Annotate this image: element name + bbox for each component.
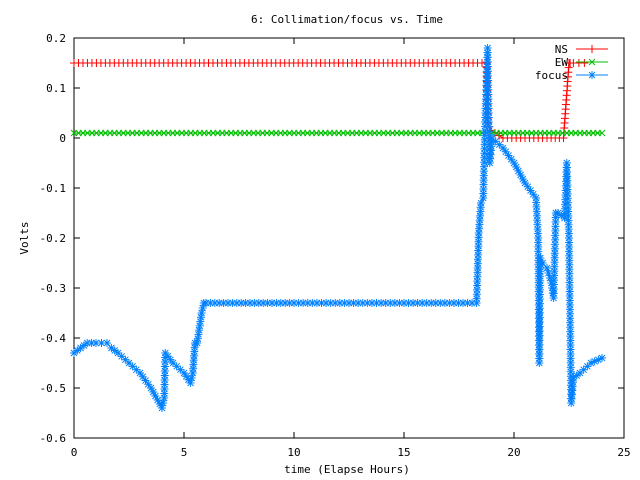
series-layer [70,44,606,412]
y-axis-label: Volts [18,221,31,254]
y-tick-label: -0.3 [40,282,67,295]
series-focus [70,44,606,412]
x-axis-label: time (Elapse Hours) [284,463,410,476]
x-tick-label: 20 [507,446,520,459]
chart-title: 6: Collimation/focus vs. Time [251,13,443,26]
axis-ticks: 0 5 10 15 20 25 -0.6 -0.5 -0.4 -0.3 -0.2 -0.1 0 0.1 0.… [40,32,631,459]
series-line [74,62,585,139]
series-line [73,47,603,410]
y-tick-label: 0.2 [46,32,66,45]
y-tick-label: -0.4 [40,332,67,345]
x-tick-label: 5 [181,446,188,459]
series-markers [70,129,606,137]
legend-label: NS [555,43,568,56]
series-ew [70,129,606,137]
y-tick-label: -0.6 [40,432,67,445]
x-tick-label: 0 [71,446,78,459]
y-tick-label: -0.1 [40,182,67,195]
series-markers [70,44,606,412]
x-tick-label: 15 [397,446,410,459]
series-markers [70,59,589,142]
x-tick-label: 10 [287,446,300,459]
series-ns [70,59,589,142]
y-tick-label: 0.1 [46,82,66,95]
y-tick-label: 0 [59,132,66,145]
y-tick-label: -0.2 [40,232,67,245]
x-tick-label: 25 [617,446,630,459]
legend-label: focus [535,69,568,82]
y-tick-label: -0.5 [40,382,67,395]
legend-label: EW [555,56,569,69]
